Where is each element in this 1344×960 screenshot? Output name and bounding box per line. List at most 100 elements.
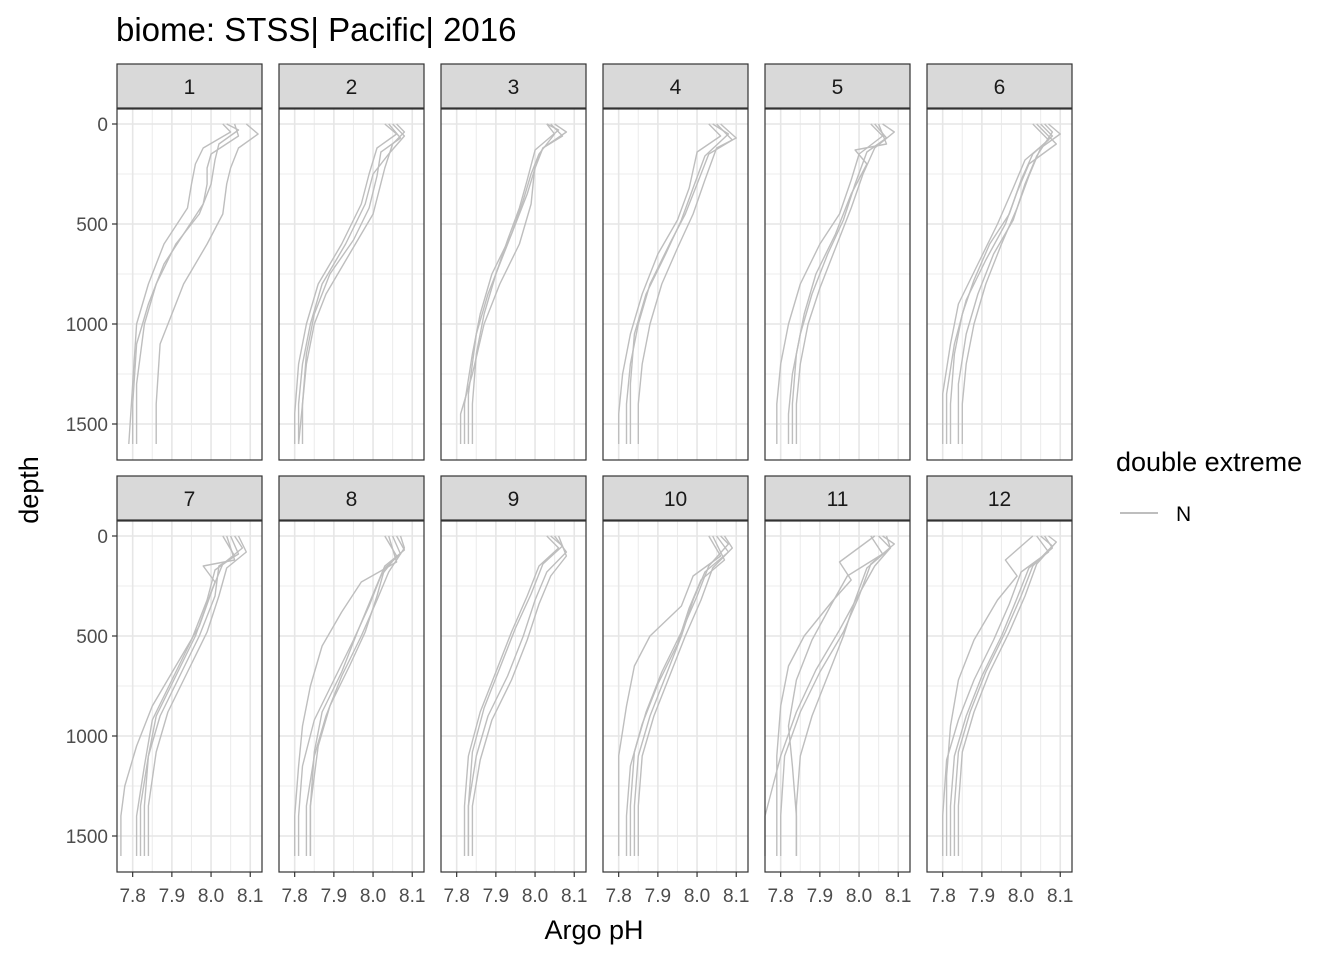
profile-line-2 — [120, 535, 236, 856]
profile-line-1 — [131, 123, 240, 444]
panel-background — [117, 109, 262, 460]
x-tick-label: 8.0 — [684, 886, 710, 907]
facet-panel-7: 7 0 500 1000 1500 7.8 7.9 8.0 8.1 — [66, 475, 263, 907]
x-tick-label: 7.8 — [605, 886, 631, 907]
x-tick-label: 7.8 — [119, 886, 145, 907]
y-tick-label: 1500 — [66, 415, 108, 436]
facet-panel-9: 9 7.8 7.9 8.0 8.1 — [440, 475, 587, 907]
panel-border — [764, 108, 911, 461]
facet-strip — [440, 63, 587, 109]
x-tick-label: 7.9 — [807, 886, 833, 907]
profile-line-4 — [471, 123, 560, 444]
x-tick-label: 7.8 — [767, 886, 793, 907]
facet-strip — [764, 63, 911, 109]
facet-strip — [116, 63, 263, 109]
profile-line-5 — [949, 535, 1054, 856]
profile-line-2 — [294, 123, 398, 444]
panel-border — [602, 520, 749, 873]
legend-title: double extreme — [1116, 447, 1302, 477]
y-tick-label: 0 — [97, 115, 108, 136]
profile-line-3 — [305, 535, 406, 856]
profile-line-2 — [463, 535, 560, 856]
facet-panel-5: 5 — [764, 63, 911, 461]
facet-strip-label: 11 — [827, 488, 849, 511]
x-axis-title: Argo pH — [544, 915, 643, 945]
profile-line-4 — [467, 535, 564, 856]
profile-line-5 — [143, 535, 244, 856]
x-tick-label: 7.8 — [443, 886, 469, 907]
x-tick-label: 7.9 — [645, 886, 671, 907]
panel-border — [440, 520, 587, 873]
facet-panel-8: 8 7.8 7.9 8.0 8.1 — [278, 475, 425, 907]
facet-strip — [116, 475, 263, 521]
panel-border — [116, 520, 263, 873]
facet-strip-label: 6 — [994, 76, 1006, 99]
facet-strip-label: 7 — [184, 488, 196, 511]
profile-line-5 — [764, 535, 892, 856]
profile-line-1 — [791, 123, 888, 444]
panel-background — [603, 109, 748, 460]
y-axis-title: depth — [14, 456, 44, 524]
profile-line-4 — [297, 535, 398, 856]
panel-background — [765, 109, 910, 460]
facet-strip — [278, 63, 425, 109]
profile-line-2 — [945, 535, 1034, 856]
profile-line-3 — [128, 123, 232, 445]
profile-line-3 — [459, 123, 568, 444]
x-tick-label: 8.0 — [522, 886, 548, 907]
legend: double extreme N — [1116, 447, 1302, 526]
profile-line-4 — [625, 535, 726, 856]
profile-line-4 — [942, 535, 1050, 856]
facet-strip-label: 5 — [832, 76, 844, 99]
facet-panel-10: 10 7.8 7.9 8.0 8.1 — [602, 475, 749, 907]
facet-panel-4: 4 — [602, 63, 749, 461]
x-tick-label: 8.0 — [846, 886, 872, 907]
y-tick-label: 500 — [76, 215, 108, 236]
panel-background — [117, 521, 262, 872]
chart-title: biome: STSS| Pacific| 2016 — [116, 11, 517, 48]
y-tick-label: 500 — [76, 627, 108, 648]
profile-line-2 — [294, 535, 398, 856]
profile-line-4 — [135, 123, 240, 444]
profile-line-4 — [787, 123, 888, 444]
facet-strip-label: 2 — [346, 76, 358, 99]
facet-strip-label: 9 — [508, 488, 520, 511]
panel-border — [278, 108, 425, 461]
x-tick-label: 8.1 — [885, 886, 911, 907]
x-tick-label: 8.0 — [360, 886, 386, 907]
panel-border — [602, 108, 749, 461]
x-tick-label: 8.1 — [1047, 886, 1073, 907]
panel-border — [116, 108, 263, 461]
panel-border — [926, 108, 1073, 461]
facet-strip-label: 3 — [508, 76, 520, 99]
x-tick-label: 7.8 — [929, 886, 955, 907]
facet-strip — [926, 475, 1073, 521]
panel-background — [927, 521, 1072, 872]
facet-strip — [926, 63, 1073, 109]
profile-line-3 — [147, 535, 248, 856]
panel-border — [764, 520, 911, 873]
facet-panel-2: 2 — [278, 63, 425, 461]
profile-line-4 — [787, 535, 884, 856]
profile-line-3 — [471, 535, 568, 856]
profile-line-2 — [155, 123, 259, 444]
panel-background — [603, 521, 748, 872]
profile-line-5 — [629, 535, 730, 856]
profile-line-3 — [795, 123, 895, 444]
facet-strip — [602, 475, 749, 521]
panel-background — [279, 521, 424, 872]
x-tick-label: 8.1 — [561, 886, 587, 907]
panel-background — [441, 521, 586, 872]
profile-line-3 — [637, 123, 737, 444]
facet-panel-6: 6 — [926, 63, 1073, 461]
facet-panel-12: 12 7.8 7.9 8.0 8.1 — [926, 475, 1073, 907]
panel-background — [279, 109, 424, 460]
x-tick-label: 8.0 — [1008, 886, 1034, 907]
panel-background — [927, 109, 1072, 460]
facet-strip-label: 4 — [670, 76, 682, 99]
profile-line-4 — [945, 123, 1058, 444]
x-tick-label: 7.9 — [321, 886, 347, 907]
panel-background — [765, 521, 910, 872]
